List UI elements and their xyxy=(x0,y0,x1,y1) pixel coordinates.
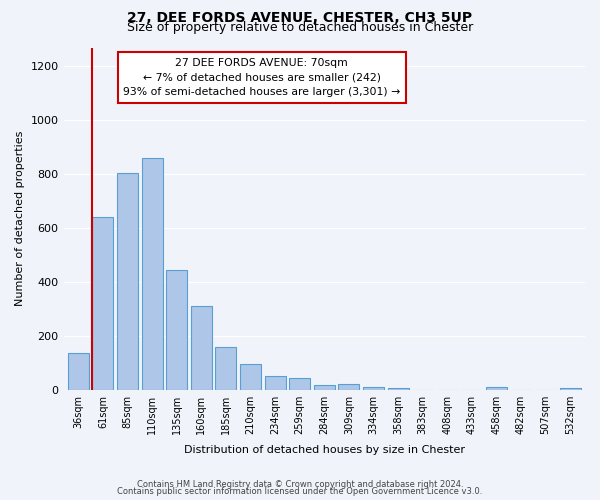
Bar xyxy=(363,387,384,390)
Bar xyxy=(142,158,163,390)
Text: Contains public sector information licensed under the Open Government Licence v3: Contains public sector information licen… xyxy=(118,487,482,496)
Bar xyxy=(215,347,236,390)
Bar xyxy=(560,388,581,390)
Bar xyxy=(166,270,187,390)
Bar xyxy=(117,173,138,390)
Text: 27 DEE FORDS AVENUE: 70sqm
← 7% of detached houses are smaller (242)
93% of semi: 27 DEE FORDS AVENUE: 70sqm ← 7% of detac… xyxy=(123,58,400,98)
Bar xyxy=(68,354,89,390)
Bar xyxy=(314,385,335,390)
X-axis label: Distribution of detached houses by size in Chester: Distribution of detached houses by size … xyxy=(184,445,465,455)
Text: 27, DEE FORDS AVENUE, CHESTER, CH3 5UP: 27, DEE FORDS AVENUE, CHESTER, CH3 5UP xyxy=(127,11,473,25)
Bar xyxy=(289,378,310,390)
Bar xyxy=(265,376,286,390)
Bar xyxy=(388,388,409,390)
Bar xyxy=(191,306,212,390)
Text: Contains HM Land Registry data © Crown copyright and database right 2024.: Contains HM Land Registry data © Crown c… xyxy=(137,480,463,489)
Bar xyxy=(338,384,359,390)
Bar xyxy=(486,388,507,390)
Bar xyxy=(92,217,113,390)
Bar xyxy=(240,364,261,390)
Y-axis label: Number of detached properties: Number of detached properties xyxy=(15,131,25,306)
Text: Size of property relative to detached houses in Chester: Size of property relative to detached ho… xyxy=(127,22,473,35)
